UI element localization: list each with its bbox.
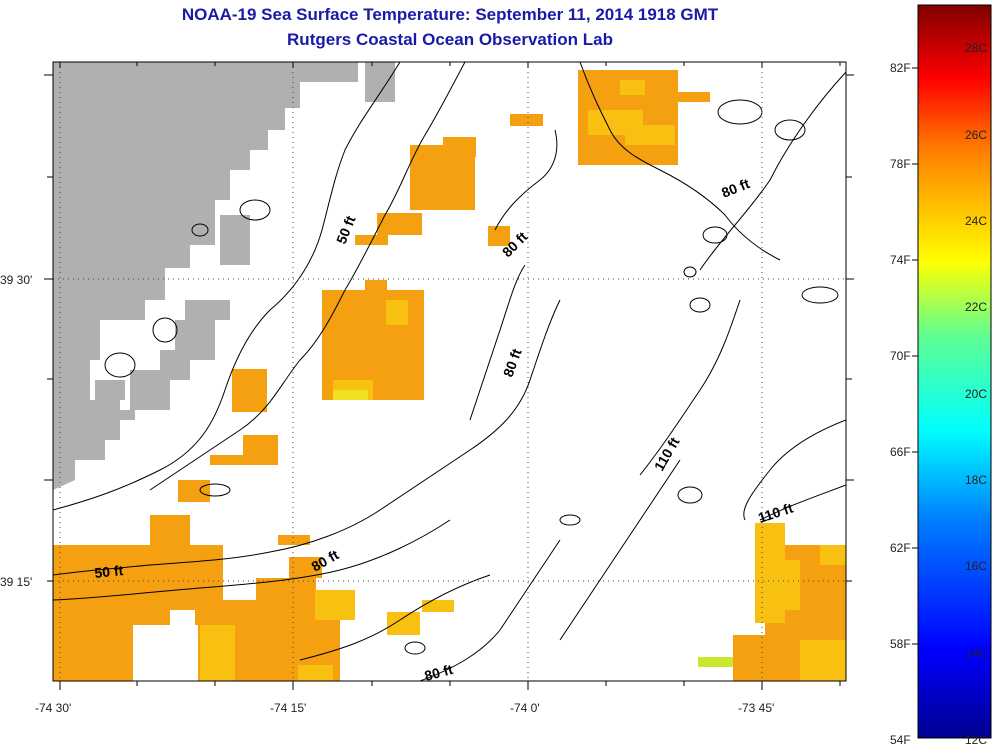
colorbar-c-label: 26C <box>965 128 988 142</box>
colorbar <box>917 4 992 739</box>
colorbar-f-label: 78F <box>890 157 911 171</box>
colorbar-f-label: 66F <box>890 445 911 459</box>
graticule <box>53 62 846 681</box>
colorbar-c-label: 28C <box>965 41 988 55</box>
colorbar-c-label: 14C <box>965 646 988 660</box>
colorbar-f-label: 58F <box>890 637 911 651</box>
colorbar-c-label: 20C <box>965 387 988 401</box>
colorbar-ticks <box>912 67 918 645</box>
lat-tick-label: 39 15' <box>0 575 32 589</box>
contour-label: 80 ft <box>719 175 752 201</box>
tick-marks <box>44 62 854 690</box>
colorbar-c-label: 22C <box>965 300 988 314</box>
contour-label: 50 ft <box>94 562 125 581</box>
lat-tick-label: 39 30' <box>0 273 32 287</box>
map-subtitle: Rutgers Coastal Ocean Observation Lab <box>287 30 613 49</box>
contour-label: 110 ft <box>756 499 795 525</box>
bathymetry-contours <box>53 62 846 681</box>
map-title: NOAA-19 Sea Surface Temperature: Septemb… <box>181 5 719 24</box>
colorbar-c-label: 16C <box>965 559 988 573</box>
colorbar-f-label: 82F <box>890 61 911 75</box>
land-mask <box>53 62 395 490</box>
lon-tick-label: -74 15' <box>270 701 306 715</box>
lon-tick-label: -74 0' <box>510 701 540 715</box>
colorbar-f-label: 70F <box>890 349 911 363</box>
lon-tick-label: -74 30' <box>35 701 71 715</box>
contour-label: 50 ft <box>333 213 359 246</box>
lon-tick-label: -73 45' <box>738 701 774 715</box>
colorbar-c-label: 12C <box>965 733 988 747</box>
colorbar-c-label: 18C <box>965 473 988 487</box>
contour-label: 80 ft <box>423 661 455 684</box>
colorbar-f-label: 62F <box>890 541 911 555</box>
colorbar-c-label: 24C <box>965 214 988 228</box>
colorbar-f-label: 54F <box>890 733 911 747</box>
contour-label: 80 ft <box>500 346 525 379</box>
colorbar-f-label: 74F <box>890 253 911 267</box>
sst-patches <box>53 70 846 681</box>
